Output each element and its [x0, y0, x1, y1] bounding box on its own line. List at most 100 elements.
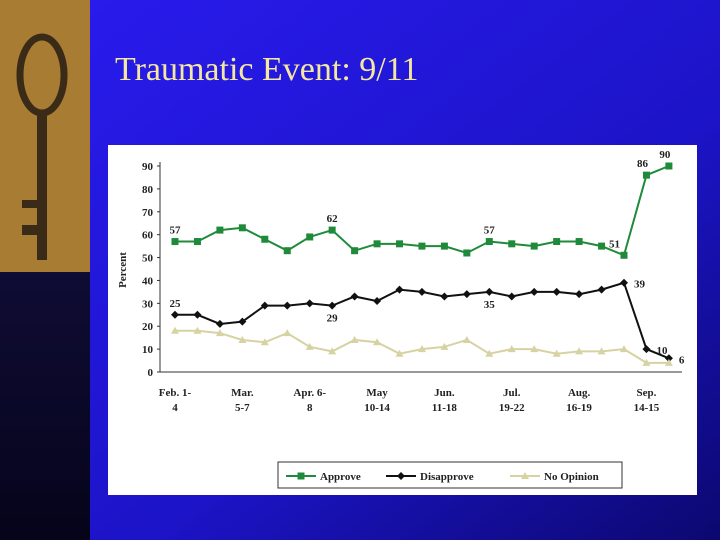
point — [373, 338, 382, 346]
point — [260, 301, 269, 310]
point — [664, 358, 673, 366]
point — [260, 338, 269, 346]
point — [463, 249, 471, 257]
x-tick-label: 16-19 — [566, 402, 592, 414]
point — [350, 335, 359, 343]
x-tick-label: Sep. — [637, 387, 657, 399]
data-label: 62 — [327, 213, 339, 225]
point — [642, 358, 651, 366]
point — [417, 345, 426, 353]
point — [395, 349, 404, 357]
point — [351, 247, 359, 255]
x-tick-label: 4 — [172, 402, 178, 414]
data-label: 57 — [170, 225, 182, 237]
point — [508, 240, 516, 248]
point — [328, 226, 336, 234]
point — [305, 342, 314, 350]
point — [530, 242, 538, 250]
legend-label: No Opinion — [544, 471, 599, 483]
point — [440, 292, 449, 301]
point — [620, 251, 628, 259]
x-tick-label: Apr. 6- — [293, 387, 326, 399]
point — [553, 238, 561, 246]
x-tick-label: 11-18 — [432, 402, 458, 414]
point — [373, 240, 381, 248]
point — [530, 287, 539, 296]
x-tick-label: 19-22 — [499, 402, 525, 414]
y-tick-label: 90 — [142, 161, 154, 173]
point — [171, 238, 179, 246]
point — [507, 345, 516, 353]
x-tick-label: May — [366, 387, 388, 399]
point — [193, 326, 202, 334]
point — [328, 301, 337, 310]
x-tick-label: 8 — [307, 402, 313, 414]
point — [485, 349, 494, 357]
point — [305, 299, 314, 308]
legend-marker — [297, 472, 305, 480]
point — [642, 171, 650, 179]
data-label: 29 — [327, 313, 339, 325]
point — [306, 233, 314, 241]
y-tick-label: 70 — [142, 207, 154, 219]
point — [597, 347, 606, 355]
y-axis-label: Percent — [117, 252, 129, 288]
point — [620, 345, 628, 353]
x-tick-label: Mar. — [231, 387, 254, 399]
point — [350, 292, 359, 301]
data-label: 51 — [609, 238, 620, 250]
point — [462, 335, 471, 343]
y-tick-label: 10 — [142, 344, 154, 356]
data-label: 86 — [637, 158, 649, 170]
point — [664, 354, 673, 363]
data-label: 10 — [656, 345, 668, 357]
y-tick-label: 40 — [142, 275, 154, 287]
point — [238, 335, 247, 343]
point — [575, 238, 583, 246]
legend-marker — [397, 472, 405, 480]
point — [216, 226, 224, 234]
point — [396, 240, 403, 248]
legend-label: Approve — [320, 471, 361, 483]
point — [598, 242, 606, 250]
x-tick-label: 14-15 — [634, 402, 660, 414]
point — [193, 238, 201, 246]
legend — [277, 461, 623, 489]
point — [552, 349, 561, 357]
point — [417, 287, 426, 296]
point — [620, 278, 628, 287]
legend-label: Disapprove — [420, 471, 474, 483]
data-label: 39 — [634, 279, 646, 291]
point — [373, 297, 382, 306]
y-tick-label: 30 — [142, 298, 154, 310]
y-tick-label: 60 — [142, 230, 154, 242]
y-tick-label: 20 — [142, 321, 154, 333]
point — [507, 292, 516, 301]
point — [418, 242, 426, 250]
point — [395, 285, 404, 294]
point — [575, 290, 584, 299]
data-label: 57 — [484, 225, 496, 237]
point — [261, 235, 269, 243]
y-tick-label: 50 — [142, 253, 154, 265]
data-label: 25 — [170, 298, 182, 310]
point — [552, 287, 561, 296]
point — [328, 347, 337, 355]
point — [440, 342, 449, 350]
point — [485, 238, 493, 246]
point — [283, 301, 292, 310]
x-tick-label: Jun. — [434, 387, 455, 399]
point — [530, 345, 539, 353]
point — [215, 319, 224, 328]
slide-title: Traumatic Event: 9/11 — [115, 51, 418, 88]
x-tick-label: Aug. — [568, 387, 591, 399]
data-label: 6 — [679, 354, 685, 366]
point — [283, 329, 292, 337]
x-tick-label: 10-14 — [364, 402, 390, 414]
data-label: 90 — [659, 149, 671, 161]
x-tick-label: Jul. — [503, 387, 521, 399]
chart-area — [108, 145, 697, 495]
point — [238, 317, 247, 326]
point — [238, 224, 246, 232]
point — [485, 287, 494, 296]
